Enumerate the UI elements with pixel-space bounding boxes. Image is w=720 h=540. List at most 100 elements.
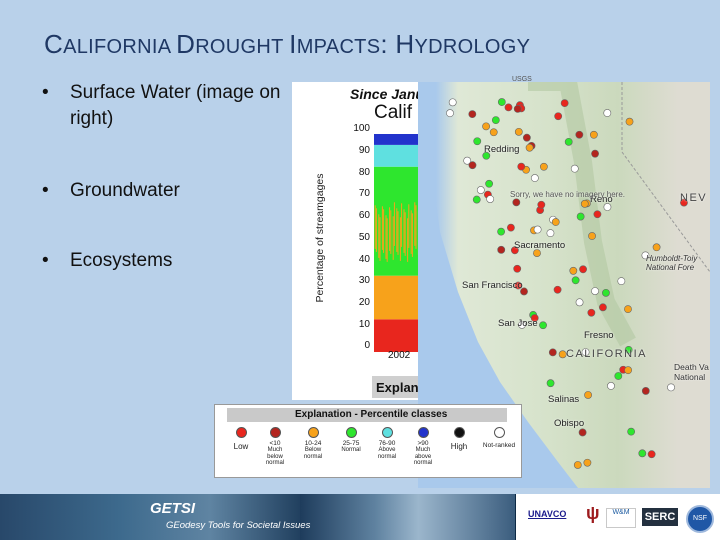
serc-logo[interactable]: SERC — [642, 508, 678, 526]
gage-dot[interactable] — [647, 450, 656, 459]
gage-dot[interactable] — [514, 281, 523, 290]
gage-dot[interactable] — [525, 143, 534, 152]
gage-dot[interactable] — [638, 449, 647, 458]
gage-dot[interactable] — [564, 137, 573, 146]
gage-dot[interactable] — [576, 212, 585, 221]
gage-dot[interactable] — [514, 127, 523, 136]
gage-dot[interactable] — [530, 314, 539, 322]
gage-dot[interactable] — [539, 162, 548, 171]
gage-dot[interactable] — [641, 251, 650, 260]
gage-dot[interactable] — [593, 210, 602, 219]
gage-dot[interactable] — [587, 308, 596, 317]
gage-dot[interactable] — [581, 348, 590, 356]
gage-dot[interactable] — [551, 218, 560, 226]
gage-dot[interactable] — [530, 174, 539, 182]
gage-dot[interactable] — [625, 117, 634, 126]
gage-dot[interactable] — [624, 366, 633, 375]
iu-logo-icon[interactable]: ψ — [586, 503, 600, 523]
gage-dot[interactable] — [589, 130, 598, 139]
gage-dot[interactable] — [497, 245, 506, 254]
gage-dot[interactable] — [517, 162, 526, 171]
gage-dot[interactable] — [591, 287, 599, 296]
gage-dot[interactable] — [448, 98, 457, 107]
gage-dot[interactable] — [513, 105, 522, 113]
getsi-logo[interactable]: GETSI — [150, 500, 196, 517]
gage-dot[interactable] — [446, 109, 454, 118]
gage-dot[interactable] — [473, 137, 482, 146]
gage-dot[interactable] — [591, 149, 599, 158]
gage-dot[interactable] — [667, 383, 675, 392]
gage-dot[interactable] — [627, 427, 636, 436]
gage-dot[interactable] — [504, 103, 513, 112]
gage-dot[interactable] — [641, 387, 650, 395]
gage-dot[interactable] — [560, 99, 569, 108]
gage-dot[interactable] — [518, 320, 526, 329]
gage-dot[interactable] — [513, 264, 522, 273]
gage-dot[interactable] — [575, 130, 584, 139]
label-redding: Redding — [484, 144, 520, 155]
gage-dot[interactable] — [482, 151, 491, 160]
nsf-logo[interactable]: NSF — [686, 505, 714, 533]
gage-dot[interactable] — [558, 350, 567, 359]
gage-dot[interactable] — [569, 266, 578, 275]
gage-dot[interactable] — [482, 122, 490, 131]
gage-dot[interactable] — [603, 203, 612, 211]
ytick: 30 — [358, 275, 370, 286]
gage-dot[interactable] — [510, 246, 519, 255]
gage-dot[interactable] — [624, 305, 632, 314]
gage-dot[interactable] — [463, 156, 472, 165]
gage-dot[interactable] — [497, 98, 506, 106]
gage-dot[interactable] — [520, 287, 528, 296]
gage-dot[interactable] — [533, 225, 542, 234]
legend-class: Normal — [341, 447, 361, 453]
gage-dot[interactable] — [522, 133, 531, 142]
gage-dot[interactable] — [553, 285, 562, 294]
gage-dot[interactable] — [614, 372, 623, 380]
explanation-bar — [372, 376, 422, 398]
gage-dot[interactable] — [476, 186, 485, 194]
gage-dot[interactable] — [554, 112, 563, 121]
gage-dot[interactable] — [617, 277, 626, 286]
gage-dot[interactable] — [588, 232, 596, 240]
gage-dot[interactable] — [571, 276, 580, 285]
gage-dot[interactable] — [468, 110, 477, 119]
chart-ylabel: Percentage of streamgages — [314, 173, 326, 303]
gage-dot[interactable] — [584, 391, 592, 399]
gage-dot[interactable] — [546, 229, 555, 238]
wm-logo[interactable]: W&M — [606, 508, 636, 528]
gage-dot[interactable] — [489, 128, 498, 137]
gage-dot[interactable] — [533, 249, 541, 257]
gage-dot[interactable] — [546, 379, 555, 388]
gage-dot[interactable] — [603, 109, 612, 117]
gage-dot[interactable] — [486, 195, 495, 203]
gage-dot[interactable] — [570, 164, 579, 173]
gage-dot[interactable] — [599, 303, 607, 312]
gage-dot[interactable] — [548, 348, 557, 357]
gage-dot[interactable] — [680, 198, 688, 207]
gage-dot[interactable] — [607, 382, 615, 390]
map-canvas[interactable] — [418, 82, 710, 488]
gage-dot[interactable] — [579, 265, 587, 274]
gage-dot[interactable] — [485, 179, 494, 188]
gage-dot[interactable] — [472, 195, 481, 204]
gage-dot[interactable] — [602, 288, 610, 297]
gage-dot[interactable] — [512, 198, 521, 207]
legend-item: High — [445, 427, 473, 451]
gage-dot[interactable] — [491, 116, 500, 125]
gage-dot[interactable] — [624, 345, 633, 354]
gage-dot[interactable] — [652, 243, 661, 252]
gage-dot[interactable] — [580, 199, 589, 208]
gage-dot[interactable] — [578, 428, 587, 437]
gage-dot[interactable] — [583, 458, 592, 467]
bullet-groundwater: Groundwater — [40, 178, 290, 204]
gage-dot[interactable] — [575, 298, 584, 307]
gage-dot[interactable] — [468, 161, 477, 170]
gage-dot[interactable] — [507, 223, 515, 232]
unavco-logo[interactable]: UNAVCO — [528, 509, 567, 519]
gage-dot[interactable] — [539, 321, 547, 330]
streamflow-chart: Since January 16, 2001 Calif Percentage … — [292, 82, 422, 400]
gage-dot[interactable] — [573, 461, 582, 469]
gage-dot[interactable] — [497, 227, 506, 236]
legend-class: Above normal — [377, 447, 397, 460]
gage-dot[interactable] — [537, 200, 546, 209]
